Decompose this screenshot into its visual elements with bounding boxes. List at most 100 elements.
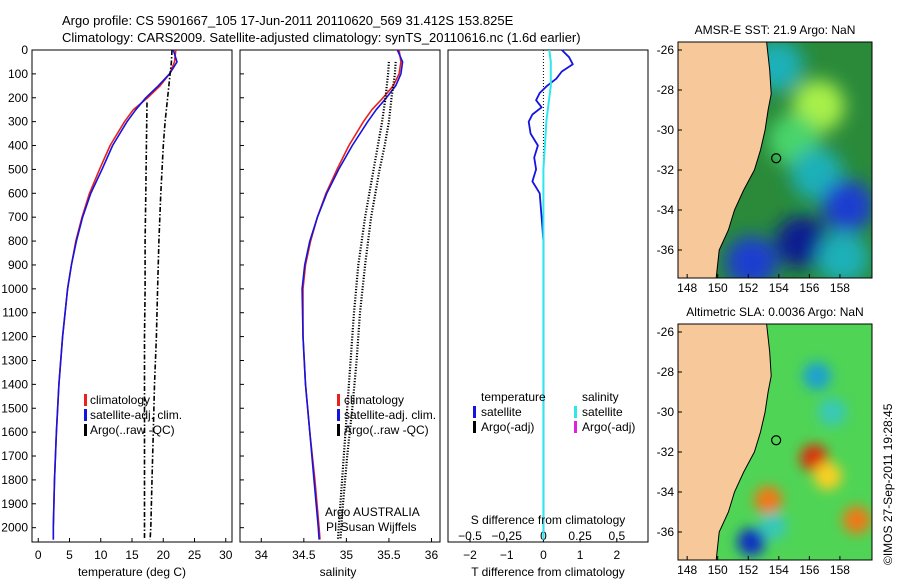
depth-tick-label: 300 <box>8 115 28 129</box>
annotation-pi: PI Susan Wijffels <box>326 520 416 534</box>
temperature-tick-label: 5 <box>66 548 73 562</box>
s-difference-tick-label: 0.5 <box>608 529 625 543</box>
annotation-argo-australia: Argo AUSTRALIA <box>325 505 420 519</box>
sst-map-field <box>678 42 872 278</box>
temperature-tick-label: 25 <box>188 548 202 562</box>
imos-credit: ©IMOS 27-Sep-2011 19:28:45 <box>881 403 895 565</box>
temperature-line-argo_qc <box>143 102 148 540</box>
header-line1: Argo profile: CS 5901667_105 17-Jun-2011… <box>62 13 514 28</box>
map-lat-label: -30 <box>657 123 675 137</box>
map-anomaly-blob <box>818 398 847 426</box>
map-land <box>678 42 772 278</box>
depth-tick-label: 700 <box>8 210 28 224</box>
difference-axes-frame <box>447 49 649 543</box>
map-anomaly-blob <box>758 512 787 540</box>
temperature-legend: climatology satellite-adj. clim. Argo(..… <box>84 393 182 437</box>
legend-label-t-argo: Argo(-adj) <box>481 420 534 434</box>
temperature-series <box>52 49 178 540</box>
map-anomaly-blob <box>725 236 778 278</box>
depth-tick-label: 1600 <box>1 425 28 439</box>
legend-swatch-climatology <box>337 394 340 406</box>
sla-map-field <box>678 324 872 560</box>
salinity-tick-label: 36 <box>425 548 439 562</box>
salinity-line-argo_qc <box>336 61 390 540</box>
legend-swatch-satellite <box>337 409 340 421</box>
t-difference-tick-label: 0 <box>540 548 547 562</box>
salinity-xlabel: salinity <box>320 565 357 579</box>
legend-title-salinity: salinity <box>582 390 619 404</box>
salinity-tick-label: 34.5 <box>292 548 316 562</box>
header-line2: Climatology: CARS2009. Satellite-adjuste… <box>62 30 581 45</box>
salinity-tick-label: 35 <box>340 548 354 562</box>
salinity-tick-label: 35.5 <box>377 548 401 562</box>
depth-tick-label: 2000 <box>1 521 28 535</box>
map-anomaly-blob <box>737 528 766 556</box>
map-lon-label: 148 <box>677 281 697 295</box>
depth-tick-label: 1700 <box>1 449 28 463</box>
legend-label-satellite: satellite-adj. clim. <box>90 408 182 422</box>
temperature-tick-label: 15 <box>125 548 139 562</box>
salinity-line-argo_raw <box>339 61 397 540</box>
depth-tick-label: 900 <box>8 258 28 272</box>
t-difference-tick-label: −1 <box>500 548 514 562</box>
map-lat-label: -26 <box>657 325 675 339</box>
legend-label-s-argo: Argo(-adj) <box>582 420 635 434</box>
temperature-panel: 0100200300400500600700800900100011001200… <box>1 43 232 579</box>
depth-tick-label: 800 <box>8 234 28 248</box>
t-difference-label: T difference from climatology <box>471 565 625 579</box>
map-anomaly-blob <box>842 506 871 534</box>
depth-tick-label: 1500 <box>1 401 28 415</box>
t-difference-tick-label: 2 <box>613 548 620 562</box>
s-difference-satellite-line <box>542 49 552 540</box>
depth-tick-label: 1100 <box>2 306 28 320</box>
map-lon-label: 152 <box>738 281 758 295</box>
argo-profile-location-marker <box>771 153 782 164</box>
map-lat-label: -34 <box>657 203 675 217</box>
sst-anomaly-blobs <box>725 42 872 278</box>
legend-title-temperature: temperature <box>481 390 546 404</box>
sst-map: AMSR-E SST: 21.9 Argo: NaN 148 150 152 154 1… <box>657 23 873 295</box>
map-lon-label: 154 <box>769 281 789 295</box>
legend-swatch-s-satellite <box>574 406 577 418</box>
depth-axis: 0 100 200 300 400 500 600 700 800 900 1000 1100 1200… <box>1 43 36 535</box>
legend-label-argo: Argo(..raw -QC) <box>344 423 429 437</box>
depth-tick-label: 400 <box>8 139 28 153</box>
map-lon-label: 156 <box>799 563 819 577</box>
salinity-axes-frame <box>239 49 441 543</box>
depth-tick-label: 100 <box>8 67 28 81</box>
s-difference-tick-label: −0.5 <box>458 529 482 543</box>
legend-label-satellite: satellite-adj. clim. <box>344 408 436 422</box>
argo-profile-location-marker <box>771 435 782 446</box>
depth-tick-label: 600 <box>8 186 28 200</box>
temperature-line-satellite <box>52 49 178 540</box>
map-lat-label: -28 <box>657 83 675 97</box>
sla-map-title: Altimetric SLA: 0.0036 Argo: NaN <box>686 305 863 319</box>
map-lat-label: -30 <box>657 405 675 419</box>
legend-swatch-argo <box>84 424 87 436</box>
map-lat-label: -26 <box>657 43 675 57</box>
map-lat-label: -36 <box>657 525 675 539</box>
s-difference-tick-label: 0.25 <box>568 529 592 543</box>
map-lat-label: -32 <box>657 445 675 459</box>
map-anomaly-blob <box>754 486 783 514</box>
salinity-panel: 34 34.5 35 35.5 36 salinity climatology sate… <box>239 49 452 579</box>
map-lon-label: 152 <box>738 563 758 577</box>
sst-map-axes: 148 150 152 154 156 158 -26 -28 -30 -32 -34 -36 <box>657 43 851 295</box>
map-lat-label: -36 <box>657 243 675 257</box>
t-difference-tick-label: −2 <box>463 548 477 562</box>
map-lat-label: -34 <box>657 485 675 499</box>
temperature-tick-label: 0 <box>35 548 42 562</box>
legend-swatch-s-argo <box>574 421 577 433</box>
legend-swatch-satellite <box>84 409 87 421</box>
difference-legend: temperature satellite Argo(-adj) salinit… <box>473 390 635 434</box>
map-anomaly-blob <box>813 462 842 490</box>
depth-tick-label: 200 <box>8 91 28 105</box>
depth-tick-label: 1000 <box>1 282 28 296</box>
map-lat-label: -28 <box>657 365 675 379</box>
depth-tick-label: 1400 <box>1 377 28 391</box>
depth-tick-label: 0 <box>21 43 28 57</box>
depth-tick-label: 1800 <box>1 473 28 487</box>
